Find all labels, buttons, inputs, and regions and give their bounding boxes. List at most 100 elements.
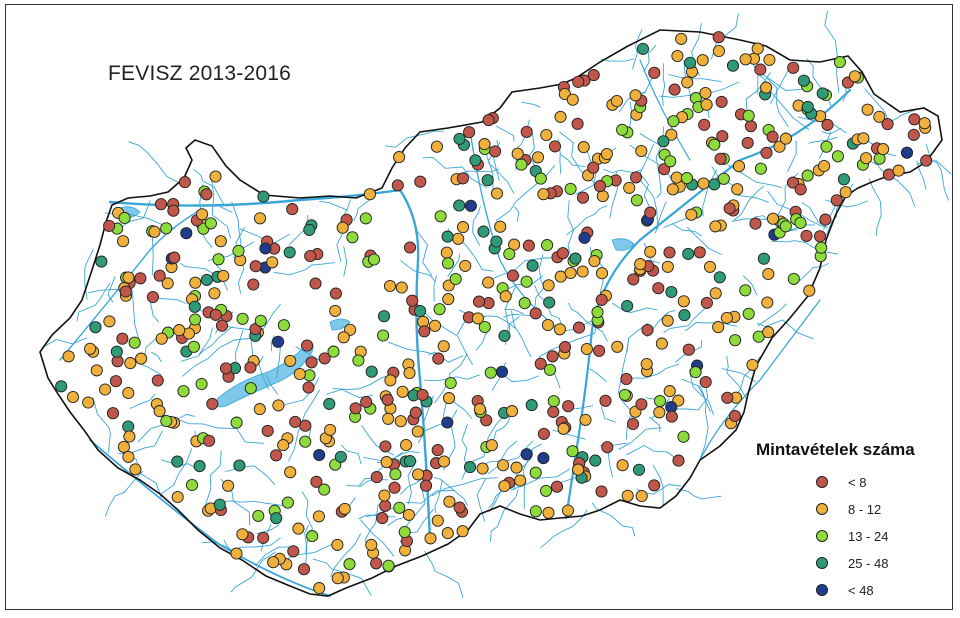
sampling-station xyxy=(103,315,116,328)
river xyxy=(406,490,455,504)
sampling-station xyxy=(668,83,681,96)
river xyxy=(685,321,737,332)
sampling-station xyxy=(267,556,280,569)
sampling-station xyxy=(388,481,401,494)
sampling-station xyxy=(440,246,453,259)
sampling-station xyxy=(195,377,208,391)
sampling-station xyxy=(283,246,296,259)
sampling-station xyxy=(456,221,470,234)
sampling-station xyxy=(370,557,383,570)
sampling-station xyxy=(272,335,285,348)
river xyxy=(179,262,215,275)
river xyxy=(234,329,244,366)
sampling-station xyxy=(253,403,266,416)
river xyxy=(230,551,277,593)
river xyxy=(330,533,362,577)
sampling-station xyxy=(542,506,555,519)
sampling-station xyxy=(918,117,931,130)
sampling-station xyxy=(204,217,217,230)
sampling-station xyxy=(437,340,450,353)
river xyxy=(151,351,162,363)
sampling-station xyxy=(566,93,579,106)
sampling-station xyxy=(588,255,601,268)
sampling-station xyxy=(547,405,560,418)
sampling-station xyxy=(489,145,502,158)
sampling-station xyxy=(377,329,390,342)
sampling-station xyxy=(441,416,454,429)
sampling-station xyxy=(857,132,870,145)
sampling-station xyxy=(550,480,564,493)
sampling-station xyxy=(161,277,174,290)
sampling-station xyxy=(484,366,497,379)
sampling-station xyxy=(106,407,120,420)
sampling-station xyxy=(661,314,674,327)
sampling-station xyxy=(187,340,200,353)
sampling-station xyxy=(424,532,437,545)
sampling-station xyxy=(456,525,469,538)
sampling-station xyxy=(456,172,469,185)
sampling-station xyxy=(379,499,392,512)
sampling-station xyxy=(272,399,285,412)
sampling-station xyxy=(860,152,873,165)
sampling-station xyxy=(723,202,736,215)
sampling-station xyxy=(693,246,706,259)
sampling-station xyxy=(62,350,75,363)
sampling-station xyxy=(684,56,697,69)
legend-label: 8 - 12 xyxy=(848,502,882,517)
sampling-station xyxy=(219,362,233,375)
legend: Mintavételek száma < 8 8 - 12 13 - 24 25… xyxy=(756,438,946,608)
sampling-station xyxy=(819,213,832,226)
river xyxy=(332,372,400,390)
river xyxy=(216,204,233,213)
sampling-station xyxy=(821,118,834,131)
river xyxy=(149,301,160,323)
sampling-station xyxy=(708,178,721,191)
sampling-station xyxy=(531,151,545,164)
river xyxy=(916,160,927,190)
river xyxy=(504,309,524,315)
river xyxy=(89,439,331,597)
sampling-station xyxy=(712,44,725,58)
sampling-station xyxy=(670,171,683,184)
sampling-station xyxy=(815,241,828,254)
sampling-station xyxy=(739,284,752,297)
river xyxy=(745,72,771,111)
sampling-station xyxy=(620,372,633,386)
sampling-station xyxy=(732,160,746,173)
legend-swatch-navy xyxy=(816,584,828,596)
sampling-station xyxy=(677,295,690,308)
sampling-station xyxy=(453,132,466,145)
sampling-station xyxy=(391,179,404,192)
sampling-station xyxy=(403,455,417,468)
sampling-station xyxy=(146,290,159,304)
sampling-station xyxy=(618,388,631,401)
river xyxy=(270,335,275,352)
sampling-station xyxy=(648,479,661,492)
river xyxy=(698,383,709,410)
river xyxy=(688,369,714,416)
river xyxy=(137,362,162,376)
river xyxy=(353,198,372,222)
sampling-station xyxy=(717,172,730,185)
sampling-station xyxy=(459,259,472,272)
river xyxy=(538,315,599,358)
river xyxy=(589,368,608,383)
sampling-station xyxy=(128,336,141,349)
river xyxy=(107,276,116,303)
river xyxy=(824,10,840,94)
sampling-station xyxy=(729,334,742,347)
sampling-station xyxy=(478,320,491,334)
sampling-station xyxy=(630,194,643,207)
sampling-station xyxy=(760,146,773,159)
sampling-station xyxy=(171,490,184,504)
river xyxy=(255,546,291,566)
sampling-station xyxy=(395,281,408,294)
sampling-station xyxy=(464,199,477,212)
sampling-station xyxy=(760,81,773,94)
river xyxy=(757,303,787,326)
sampling-station xyxy=(109,375,122,388)
legend-label: < 8 xyxy=(848,475,867,490)
river xyxy=(743,275,758,296)
sampling-station xyxy=(520,448,533,461)
